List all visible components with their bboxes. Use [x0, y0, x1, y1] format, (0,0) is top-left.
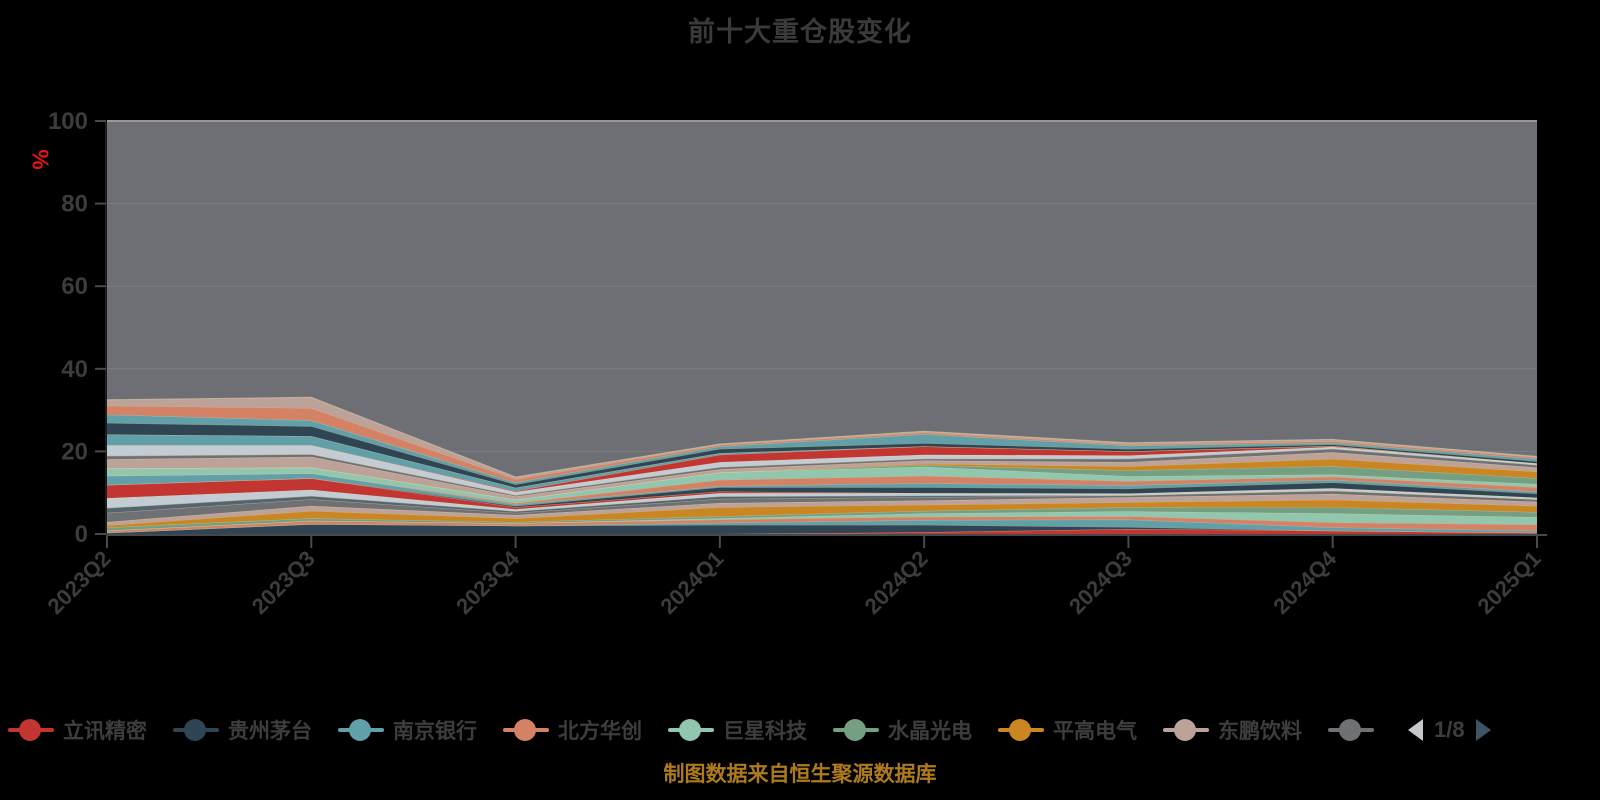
area-series-24[interactable]: [107, 422, 1537, 488]
area-series-14[interactable]: [107, 473, 1537, 506]
legend-item-5[interactable]: 巨星科技: [668, 715, 807, 745]
y-axis-label: 80: [61, 191, 88, 218]
legend-marker-icon: [1328, 718, 1374, 742]
legend-bar: 立讯精密 贵州茅台 南京银行 北方华创 巨星科技 水晶光电 平高电气 东鹏饮料 丨 1/8: [8, 702, 1594, 758]
legend-items: 立讯精密 贵州茅台 南京银行 北方华创 巨星科技 水晶光电 平高电气 东鹏饮料 丨: [8, 715, 1392, 745]
data-source-note: 制图数据来自恒生聚源数据库: [663, 763, 937, 786]
area-series-15[interactable]: [107, 473, 1537, 505]
legend-marker-icon: [338, 718, 384, 742]
area-series-11[interactable]: [107, 488, 1537, 512]
legend-item-label: 巨星科技: [723, 720, 807, 743]
area-series-1[interactable]: [107, 529, 1537, 534]
area-series-21[interactable]: [107, 445, 1537, 496]
legend-item-label: 丨: [1383, 715, 1392, 745]
legend-marker-icon: [173, 718, 219, 742]
legend-item-truncated[interactable]: 丨: [1328, 715, 1392, 745]
area-series-17[interactable]: [107, 465, 1537, 500]
legend-item-label: 平高电气: [1053, 720, 1137, 743]
area-series-27[interactable]: [107, 397, 1537, 480]
legend-marker-icon: [668, 718, 714, 742]
legend-marker-icon: [503, 718, 549, 742]
y-axis-label: 20: [61, 438, 88, 465]
area-series-7[interactable]: [107, 499, 1537, 528]
legend-marker-icon: [1163, 718, 1209, 742]
legend-item-4[interactable]: 北方华创: [503, 715, 642, 745]
legend-item-label: 北方华创: [558, 720, 642, 743]
area-series-18[interactable]: [107, 458, 1537, 500]
legend-item-label: 贵州茅台: [228, 720, 312, 743]
legend-item-1[interactable]: 立讯精密: [8, 715, 147, 745]
legend-next-page-icon[interactable]: [1475, 719, 1491, 741]
legend-item-6[interactable]: 水晶光电: [833, 715, 972, 745]
x-axis-label: 2023Q2: [42, 546, 115, 619]
x-axis-label: 2024Q1: [655, 546, 728, 619]
chart-title: 前十大重仓股变化: [688, 17, 912, 47]
x-axis-label: 2024Q2: [860, 546, 933, 619]
legend-item-7[interactable]: 平高电气: [998, 715, 1137, 745]
legend-item-label: 立讯精密: [63, 720, 147, 743]
legend-item-8[interactable]: 东鹏饮料: [1163, 715, 1302, 745]
legend-page-indicator: 1/8: [1434, 717, 1465, 742]
legend-item-2[interactable]: 贵州茅台: [173, 715, 312, 745]
legend-marker-icon: [833, 718, 879, 742]
x-axis-label: 2024Q4: [1268, 545, 1342, 619]
area-series-5[interactable]: [107, 511, 1537, 531]
x-axis-label: 2023Q4: [451, 545, 525, 619]
legend-marker-icon: [998, 718, 1044, 742]
stacked-area-chart: 0 20 40 60 80 100 2023Q2 2023Q3 2023Q4 2024Q1 2024…: [42, 108, 1547, 619]
y-axis-label: 60: [61, 273, 88, 300]
legend-item-3[interactable]: 南京银行: [338, 715, 477, 745]
area-series-6[interactable]: [107, 507, 1537, 531]
series-line-27: [106, 396, 1538, 478]
legend-item-label: 东鹏饮料: [1218, 720, 1302, 743]
area-series-4[interactable]: [107, 516, 1537, 533]
legend-item-label: 南京银行: [393, 720, 477, 743]
area-series-13[interactable]: [107, 478, 1537, 508]
x-axis-label: 2023Q3: [247, 546, 320, 619]
area-series-3[interactable]: [107, 519, 1537, 533]
y-axis-label: 100: [48, 108, 88, 135]
area-series-26[interactable]: [107, 405, 1537, 483]
area-series-23[interactable]: [107, 434, 1537, 492]
legend-item-label: 水晶光电: [888, 720, 972, 743]
area-series-9[interactable]: [107, 490, 1537, 522]
area-series-12[interactable]: [107, 478, 1537, 510]
area-series-22[interactable]: [107, 445, 1537, 492]
legend-pager: 1/8: [1408, 717, 1491, 743]
x-axis-label: 2025Q1: [1472, 546, 1545, 619]
y-axis-label: 0: [75, 521, 88, 548]
area-series-19[interactable]: [107, 452, 1537, 500]
legend-marker-icon: [8, 718, 54, 742]
x-axis-label: 2024Q3: [1064, 546, 1137, 619]
area-series-2[interactable]: [107, 524, 1537, 534]
y-axis-label: 40: [61, 356, 88, 383]
legend-prev-page-icon[interactable]: [1408, 719, 1423, 741]
